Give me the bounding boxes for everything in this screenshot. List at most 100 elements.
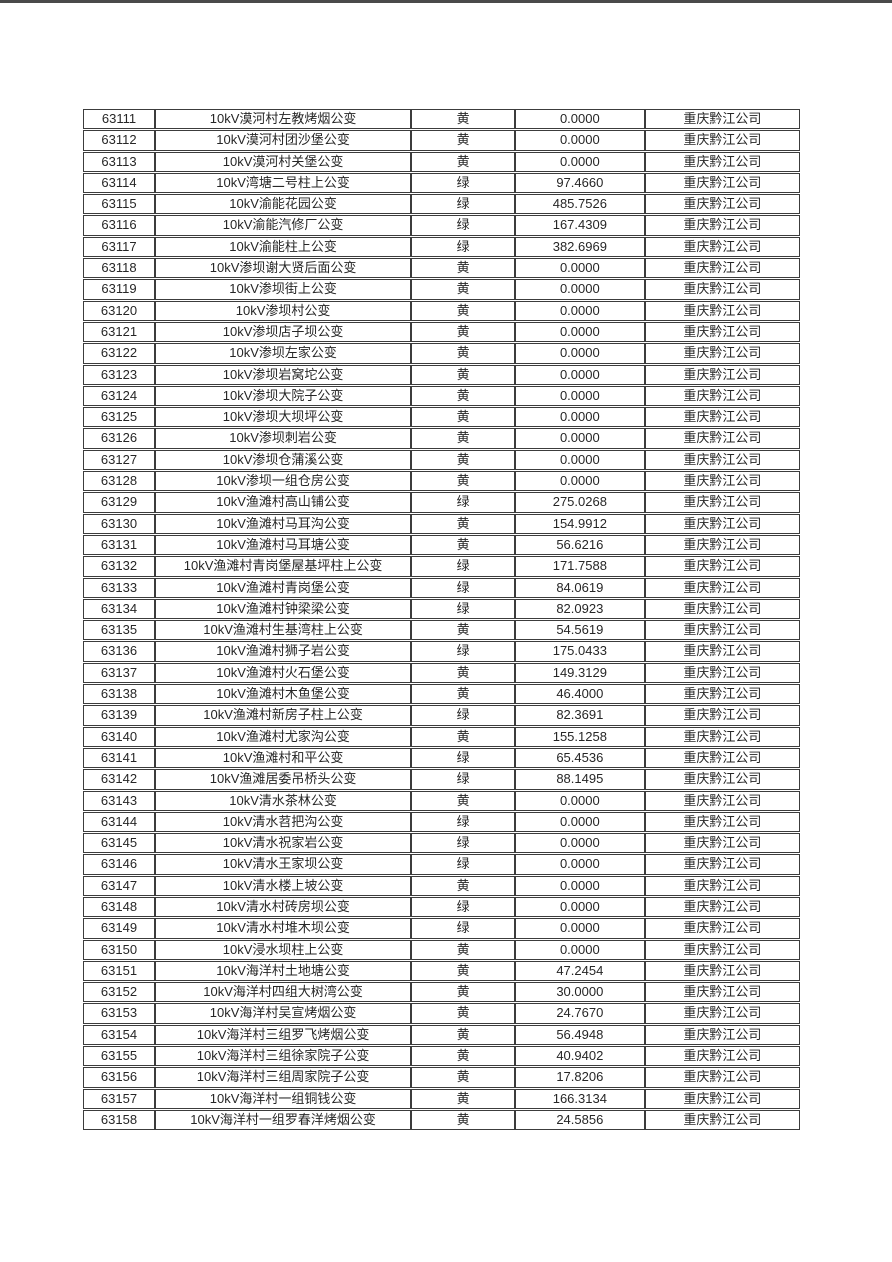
- cell-status: 绿: [411, 918, 516, 939]
- table-row: 63122 10kV渗坝左家公变 黄 0.0000 重庆黔江公司: [83, 343, 800, 364]
- cell-company: 重庆黔江公司: [644, 705, 800, 726]
- cell-company: 重庆黔江公司: [644, 321, 800, 343]
- table-row: 63151 10kV海洋村土地塘公变 黄 47.2454 重庆黔江公司: [83, 960, 800, 982]
- cell-status: 黄: [411, 534, 516, 556]
- cell-id: 63117: [83, 236, 155, 258]
- cell-company: 重庆黔江公司: [644, 769, 800, 790]
- cell-name: 10kV渔滩村新房子柱上公变: [155, 705, 412, 726]
- cell-id: 63141: [83, 747, 155, 769]
- cell-name: 10kV渔滩村青岗堡屋基坪柱上公变: [155, 556, 412, 577]
- cell-name: 10kV海洋村四组大树湾公变: [155, 982, 412, 1003]
- cell-status: 绿: [411, 215, 516, 236]
- table-row: 63124 10kV渗坝大院子公变 黄 0.0000 重庆黔江公司: [83, 385, 800, 407]
- table-row: 63153 10kV海洋村吴宣烤烟公变 黄 24.7670 重庆黔江公司: [83, 1003, 800, 1024]
- cell-value: 97.4660: [515, 172, 645, 194]
- cell-status: 黄: [411, 449, 516, 471]
- table-row: 63135 10kV渔滩村生基湾柱上公变 黄 54.5619 重庆黔江公司: [83, 620, 800, 641]
- cell-company: 重庆黔江公司: [644, 471, 800, 492]
- cell-id: 63144: [83, 811, 155, 833]
- cell-value: 82.0923: [515, 598, 645, 620]
- cell-name: 10kV渔滩村青岗堡公变: [155, 577, 412, 598]
- cell-id: 63118: [83, 258, 155, 279]
- cell-status: 黄: [411, 279, 516, 300]
- table-row: 63127 10kV渗坝仓蒲溪公变 黄 0.0000 重庆黔江公司: [83, 449, 800, 471]
- cell-name: 10kV渔滩村尤家沟公变: [155, 726, 412, 747]
- cell-name: 10kV清水村堆木坝公变: [155, 918, 412, 939]
- cell-value: 0.0000: [515, 407, 645, 428]
- cell-id: 63155: [83, 1046, 155, 1067]
- cell-company: 重庆黔江公司: [644, 854, 800, 875]
- cell-id: 63147: [83, 875, 155, 896]
- cell-name: 10kV清水茶林公变: [155, 790, 412, 811]
- table-row: 63123 10kV渗坝岩窝坨公变 黄 0.0000 重庆黔江公司: [83, 364, 800, 385]
- cell-company: 重庆黔江公司: [644, 939, 800, 960]
- cell-value: 0.0000: [515, 343, 645, 364]
- cell-id: 63126: [83, 428, 155, 449]
- cell-status: 黄: [411, 258, 516, 279]
- table-row: 63137 10kV渔滩村火石堡公变 黄 149.3129 重庆黔江公司: [83, 662, 800, 684]
- cell-id: 63153: [83, 1003, 155, 1024]
- cell-id: 63122: [83, 343, 155, 364]
- cell-name: 10kV海洋村三组徐家院子公变: [155, 1046, 412, 1067]
- cell-company: 重庆黔江公司: [644, 641, 800, 662]
- cell-status: 黄: [411, 300, 516, 321]
- table-row: 63138 10kV渔滩村木鱼堡公变 黄 46.4000 重庆黔江公司: [83, 684, 800, 705]
- table-row: 63112 10kV漠河村团沙堡公变 黄 0.0000 重庆黔江公司: [83, 130, 800, 151]
- cell-id: 63140: [83, 726, 155, 747]
- cell-id: 63133: [83, 577, 155, 598]
- table-row: 63129 10kV渔滩村高山铺公变 绿 275.0268 重庆黔江公司: [83, 492, 800, 513]
- table-row: 63157 10kV海洋村一组铜钱公变 黄 166.3134 重庆黔江公司: [83, 1088, 800, 1109]
- cell-company: 重庆黔江公司: [644, 258, 800, 279]
- transformer-report-table: 63111 10kV漠河村左教烤烟公变 黄 0.0000 重庆黔江公司 6311…: [83, 108, 800, 1131]
- cell-name: 10kV海洋村三组周家院子公变: [155, 1067, 412, 1088]
- cell-id: 63125: [83, 407, 155, 428]
- cell-status: 黄: [411, 726, 516, 747]
- cell-value: 47.2454: [515, 960, 645, 982]
- cell-value: 82.3691: [515, 705, 645, 726]
- cell-company: 重庆黔江公司: [644, 343, 800, 364]
- table-row: 63155 10kV海洋村三组徐家院子公变 黄 40.9402 重庆黔江公司: [83, 1046, 800, 1067]
- cell-value: 17.8206: [515, 1067, 645, 1088]
- cell-company: 重庆黔江公司: [644, 279, 800, 300]
- table-row: 63130 10kV渔滩村马耳沟公变 黄 154.9912 重庆黔江公司: [83, 513, 800, 534]
- cell-company: 重庆黔江公司: [644, 598, 800, 620]
- cell-company: 重庆黔江公司: [644, 620, 800, 641]
- cell-status: 绿: [411, 769, 516, 790]
- cell-company: 重庆黔江公司: [644, 982, 800, 1003]
- cell-company: 重庆黔江公司: [644, 747, 800, 769]
- cell-name: 10kV浸水坝柱上公变: [155, 939, 412, 960]
- cell-company: 重庆黔江公司: [644, 492, 800, 513]
- cell-name: 10kV渗坝岩窝坨公变: [155, 364, 412, 385]
- cell-value: 0.0000: [515, 428, 645, 449]
- cell-company: 重庆黔江公司: [644, 896, 800, 918]
- cell-id: 63149: [83, 918, 155, 939]
- table-row: 63140 10kV渔滩村尤家沟公变 黄 155.1258 重庆黔江公司: [83, 726, 800, 747]
- cell-status: 黄: [411, 109, 516, 130]
- cell-id: 63148: [83, 896, 155, 918]
- cell-company: 重庆黔江公司: [644, 172, 800, 194]
- cell-id: 63152: [83, 982, 155, 1003]
- cell-id: 63112: [83, 130, 155, 151]
- cell-value: 0.0000: [515, 109, 645, 130]
- cell-value: 166.3134: [515, 1088, 645, 1109]
- cell-id: 63156: [83, 1067, 155, 1088]
- cell-id: 63119: [83, 279, 155, 300]
- cell-id: 63113: [83, 151, 155, 172]
- cell-company: 重庆黔江公司: [644, 236, 800, 258]
- cell-status: 绿: [411, 577, 516, 598]
- cell-company: 重庆黔江公司: [644, 449, 800, 471]
- cell-status: 绿: [411, 705, 516, 726]
- cell-name: 10kV渗坝大坝坪公变: [155, 407, 412, 428]
- cell-id: 63127: [83, 449, 155, 471]
- cell-name: 10kV清水祝家岩公变: [155, 833, 412, 854]
- cell-company: 重庆黔江公司: [644, 918, 800, 939]
- table-row: 63148 10kV清水村砖房坝公变 绿 0.0000 重庆黔江公司: [83, 896, 800, 918]
- cell-status: 黄: [411, 960, 516, 982]
- table-row: 63149 10kV清水村堆木坝公变 绿 0.0000 重庆黔江公司: [83, 918, 800, 939]
- cell-value: 46.4000: [515, 684, 645, 705]
- cell-status: 黄: [411, 471, 516, 492]
- table-row: 63128 10kV渗坝一组仓房公变 黄 0.0000 重庆黔江公司: [83, 471, 800, 492]
- cell-company: 重庆黔江公司: [644, 811, 800, 833]
- cell-status: 绿: [411, 833, 516, 854]
- cell-name: 10kV渗坝村公变: [155, 300, 412, 321]
